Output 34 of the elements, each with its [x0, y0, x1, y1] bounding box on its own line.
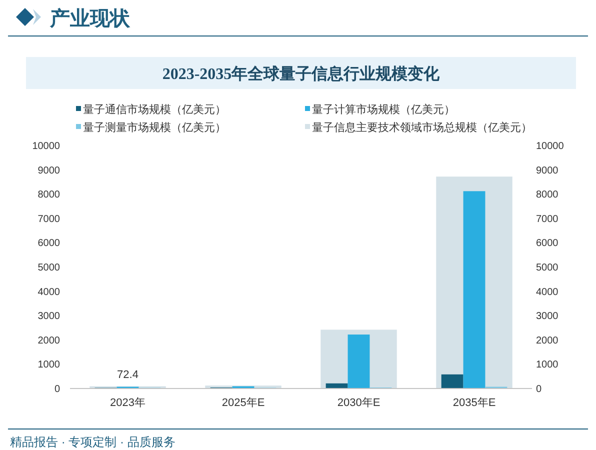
- legend-label: 量子通信市场规模（亿美元）: [83, 103, 226, 116]
- y-tick-label: 10000: [32, 141, 60, 152]
- x-tick-label: 2025年E: [222, 397, 265, 409]
- y2-tick-label: 10000: [536, 141, 564, 152]
- y2-tick-label: 9000: [536, 165, 559, 176]
- header: 产业现状: [50, 8, 130, 30]
- y2-tick-label: 4000: [536, 286, 559, 298]
- y2-tick-label: 8000: [536, 190, 559, 201]
- legend-label: 量子信息主要技术领域市场总规模（亿美元）: [312, 121, 532, 134]
- legend-label: 量子计算市场规模（亿美元）: [312, 103, 455, 116]
- legend-label: 量子测量市场规模（亿美元）: [83, 121, 226, 134]
- y2-tick-label: 0: [536, 384, 542, 395]
- x-tick-label: 2023年: [110, 397, 146, 409]
- y-tick-label: 1000: [38, 360, 60, 371]
- footer-note: 精品报告 · 专项定制 · 品质服务: [10, 435, 176, 449]
- y-tick-label: 7000: [38, 214, 60, 225]
- x-tick-label: 2030年E: [337, 397, 380, 409]
- x-tick-label: 2035年E: [452, 397, 496, 409]
- y-tick-label: 4000: [38, 286, 60, 298]
- title: 2023-2035年全球量子信息行业规模变化: [162, 66, 440, 83]
- y2-tick-label: 7000: [536, 214, 559, 225]
- y-tick-label: 3000: [38, 311, 60, 322]
- y-tick-label: 0: [54, 384, 60, 395]
- y-tick-label: 6000: [38, 238, 60, 250]
- y2-tick-label: 3000: [536, 311, 559, 322]
- y-tick-label: 5000: [38, 262, 60, 274]
- y2-tick-label: 1000: [536, 360, 559, 371]
- y2-tick-label: 5000: [536, 262, 559, 274]
- y-tick-label: 8000: [38, 190, 60, 201]
- y2-tick-label: 6000: [536, 238, 559, 250]
- y2-tick-label: 2000: [536, 335, 559, 346]
- data-label: 72.4: [117, 369, 138, 382]
- y-tick-label: 9000: [38, 165, 60, 176]
- y-tick-label: 2000: [38, 335, 60, 346]
